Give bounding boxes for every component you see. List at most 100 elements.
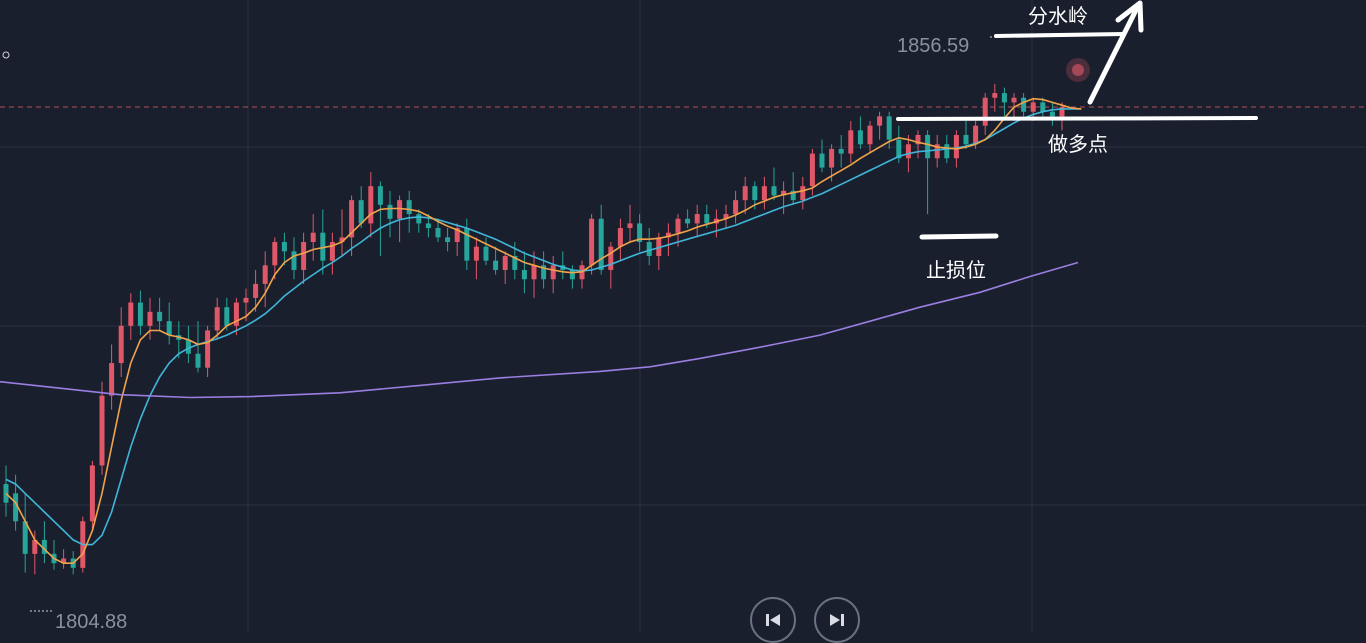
candle-body xyxy=(704,214,710,224)
candle xyxy=(915,130,921,159)
candle-body xyxy=(253,283,259,298)
candle xyxy=(1021,93,1027,117)
candle xyxy=(454,223,460,256)
ma-fast-line xyxy=(5,97,1082,565)
candle xyxy=(22,493,28,573)
candle xyxy=(41,521,47,564)
candle xyxy=(61,549,67,569)
candle xyxy=(406,190,412,233)
candle-body xyxy=(752,186,758,201)
candle xyxy=(1059,102,1065,131)
candle xyxy=(329,232,335,275)
candle-body xyxy=(973,125,979,145)
moving-averages xyxy=(0,97,1082,565)
candle-body xyxy=(13,493,19,522)
candle xyxy=(195,321,201,373)
candle xyxy=(387,190,393,238)
candle-body xyxy=(137,302,143,326)
candle-body xyxy=(589,218,595,266)
last-price-glow xyxy=(1066,58,1090,82)
candle-body xyxy=(147,311,153,326)
candle-body xyxy=(109,363,115,396)
candle xyxy=(368,172,374,238)
skip-forward-button[interactable] xyxy=(814,597,860,643)
stop-loss-label: 止损位 xyxy=(926,258,986,282)
candle-body xyxy=(99,395,105,466)
candle-body xyxy=(397,200,403,219)
candle-body xyxy=(646,242,652,256)
candle-body xyxy=(195,353,201,368)
candle-body xyxy=(771,186,777,196)
candle xyxy=(483,237,489,266)
candle xyxy=(694,204,700,238)
skip-forward-icon xyxy=(830,614,844,626)
candle-body xyxy=(118,325,124,364)
candle-body xyxy=(982,97,988,126)
candle-body xyxy=(944,144,950,159)
candle-body xyxy=(502,255,508,270)
candle-body xyxy=(896,139,902,159)
candle-body xyxy=(809,153,815,187)
candle xyxy=(253,269,259,312)
candle-body xyxy=(656,237,662,256)
uptrend-arrow xyxy=(1087,0,1144,105)
low-price-label: 1804.88 xyxy=(55,611,127,633)
candle-body xyxy=(349,200,355,238)
candle xyxy=(531,251,537,298)
candle-body xyxy=(915,134,921,145)
candle-body xyxy=(291,251,297,270)
candle-body xyxy=(925,134,931,159)
high-price-label: 1856.59 xyxy=(897,35,969,57)
candle xyxy=(214,297,220,340)
candle-body xyxy=(435,228,441,238)
candle-body xyxy=(1049,111,1055,117)
candle xyxy=(1040,97,1046,117)
candle xyxy=(166,302,172,345)
candle-body xyxy=(541,265,547,280)
candle xyxy=(1001,87,1007,117)
candle xyxy=(665,223,671,256)
candles xyxy=(3,83,1065,575)
candle xyxy=(560,251,566,280)
candle xyxy=(416,209,422,233)
drawn-annotations: 分水岭 做多点 止损位 xyxy=(896,0,1258,282)
candle xyxy=(771,167,777,201)
candle xyxy=(233,297,239,336)
candle xyxy=(137,290,143,336)
candle-body xyxy=(281,242,287,252)
candle xyxy=(377,181,383,256)
candle xyxy=(301,232,307,284)
candle-body xyxy=(531,265,537,280)
candle xyxy=(982,93,988,135)
candle xyxy=(637,214,643,252)
candle-body xyxy=(301,242,307,270)
candle xyxy=(848,121,854,163)
candle-body xyxy=(637,223,643,243)
candle xyxy=(733,190,739,224)
candle-body xyxy=(733,200,739,215)
candle-body xyxy=(608,246,614,270)
candle-body xyxy=(1021,97,1027,112)
candle xyxy=(790,172,796,205)
candle-body xyxy=(598,218,604,270)
candle-body xyxy=(224,307,230,326)
candle xyxy=(627,204,633,243)
candle-body xyxy=(3,484,9,503)
candle-body xyxy=(454,228,460,243)
candle-body xyxy=(800,186,806,201)
candle xyxy=(521,251,527,294)
candle-body xyxy=(89,465,95,522)
candle xyxy=(310,214,316,261)
candle-body xyxy=(493,260,499,270)
candle-body xyxy=(157,311,163,322)
candle-body xyxy=(262,265,268,284)
candle xyxy=(598,204,604,275)
candle xyxy=(493,246,499,275)
candle xyxy=(886,111,892,149)
candle-body xyxy=(550,265,556,280)
skip-back-button[interactable] xyxy=(750,597,796,643)
candle-body xyxy=(185,339,191,354)
candle xyxy=(742,176,748,215)
candle-body xyxy=(1030,102,1036,112)
candle xyxy=(147,297,153,340)
